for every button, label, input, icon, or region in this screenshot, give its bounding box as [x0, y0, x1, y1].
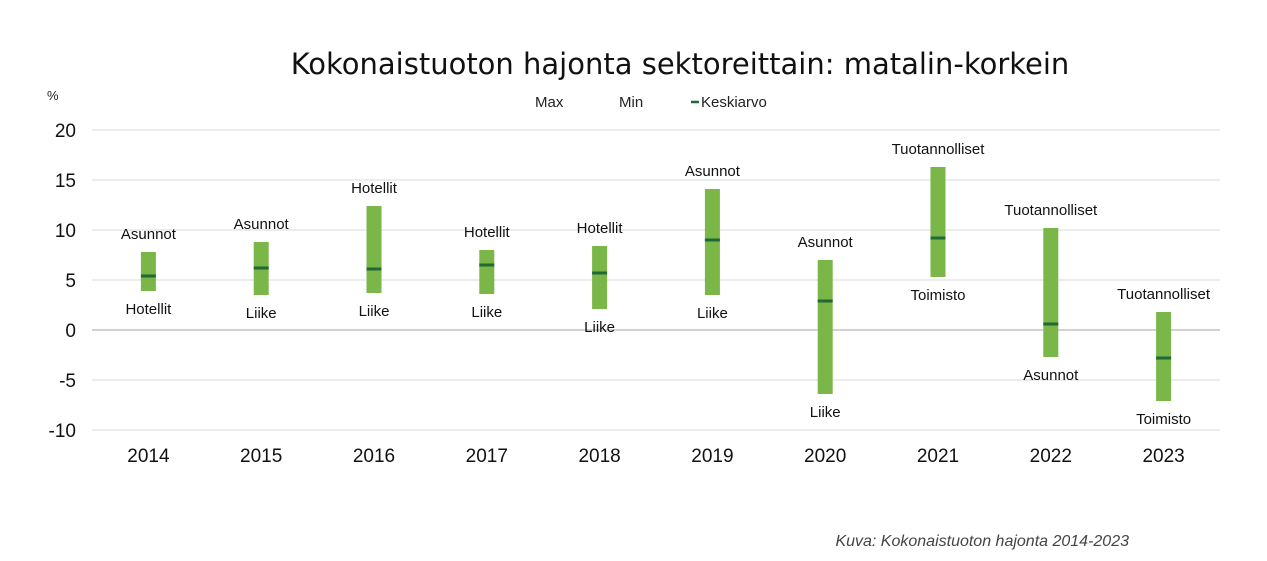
y-axis-unit: % [47, 88, 59, 103]
legend-entry-max: Max [535, 94, 564, 111]
max-sector-label: Hotellit [577, 220, 624, 237]
x-axis-ticks: 2014 2015 2016 2017 2018 2019 2020 2021 2022 2023 [127, 446, 1184, 467]
y-tick-label: 10 [55, 221, 76, 242]
range-bar-2021 [930, 167, 946, 277]
legend-entry-min: Min [619, 94, 643, 111]
range-bar-2016 [366, 206, 382, 293]
y-tick-label: 20 [55, 121, 76, 142]
min-sector-label: Liike [697, 305, 728, 322]
legend-entry-mean: Keskiarvo [701, 94, 767, 111]
legend: Max Min Keskiarvo [535, 94, 767, 111]
x-tick-label: 2018 [578, 446, 620, 467]
sector-labels: Asunnot Hotellit Asunnot Liike Hotellit Liike… [121, 141, 1211, 428]
max-sector-label: Tuotannolliset [1004, 202, 1098, 219]
range-bar-2022 [1043, 228, 1059, 357]
x-tick-label: 2023 [1142, 446, 1184, 467]
figure-caption: Kuva: Kokonaistuoton hajonta 2014-2023 [835, 533, 1129, 550]
y-tick-label: 5 [65, 271, 76, 292]
y-axis-ticks: 20 15 10 5 0 -5 -10 [49, 121, 76, 442]
min-sector-label: Liike [246, 305, 277, 322]
x-tick-label: 2022 [1030, 446, 1072, 467]
x-tick-label: 2015 [240, 446, 282, 467]
gridlines [92, 129, 1220, 431]
min-sector-label: Liike [471, 304, 502, 321]
y-tick-label: 15 [55, 171, 76, 192]
min-sector-label: Liike [359, 303, 390, 320]
x-tick-label: 2020 [804, 446, 846, 467]
x-tick-label: 2019 [691, 446, 733, 467]
y-tick-label: 0 [65, 321, 76, 342]
min-sector-label: Toimisto [1136, 411, 1191, 428]
range-bar-2017 [479, 250, 495, 294]
x-tick-label: 2021 [917, 446, 959, 467]
max-sector-label: Asunnot [121, 226, 177, 243]
min-sector-label: Asunnot [1023, 367, 1079, 384]
min-sector-label: Liike [584, 319, 615, 336]
range-bar-2014 [140, 252, 156, 291]
chart-title: Kokonaistuoton hajonta sektoreittain: ma… [291, 47, 1070, 81]
range-bar-2019 [704, 189, 720, 295]
max-sector-label: Asunnot [798, 234, 854, 251]
min-sector-label: Hotellit [125, 301, 172, 318]
max-sector-label: Tuotannolliset [892, 141, 986, 158]
range-bar-2020 [817, 260, 833, 394]
y-tick-label: -10 [49, 421, 76, 442]
range-bar-2018 [592, 246, 608, 309]
y-tick-label: -5 [59, 371, 76, 392]
max-sector-label: Hotellit [351, 180, 398, 197]
mean-markers [140, 236, 1172, 360]
x-tick-label: 2014 [127, 446, 170, 467]
max-sector-label: Asunnot [685, 163, 741, 180]
x-tick-label: 2017 [466, 446, 508, 467]
max-sector-label: Hotellit [464, 224, 511, 241]
max-sector-label: Asunnot [234, 216, 290, 233]
min-sector-label: Toimisto [910, 287, 965, 304]
min-sector-label: Liike [810, 404, 841, 421]
x-tick-label: 2016 [353, 446, 395, 467]
max-sector-label: Tuotannolliset [1117, 286, 1211, 303]
